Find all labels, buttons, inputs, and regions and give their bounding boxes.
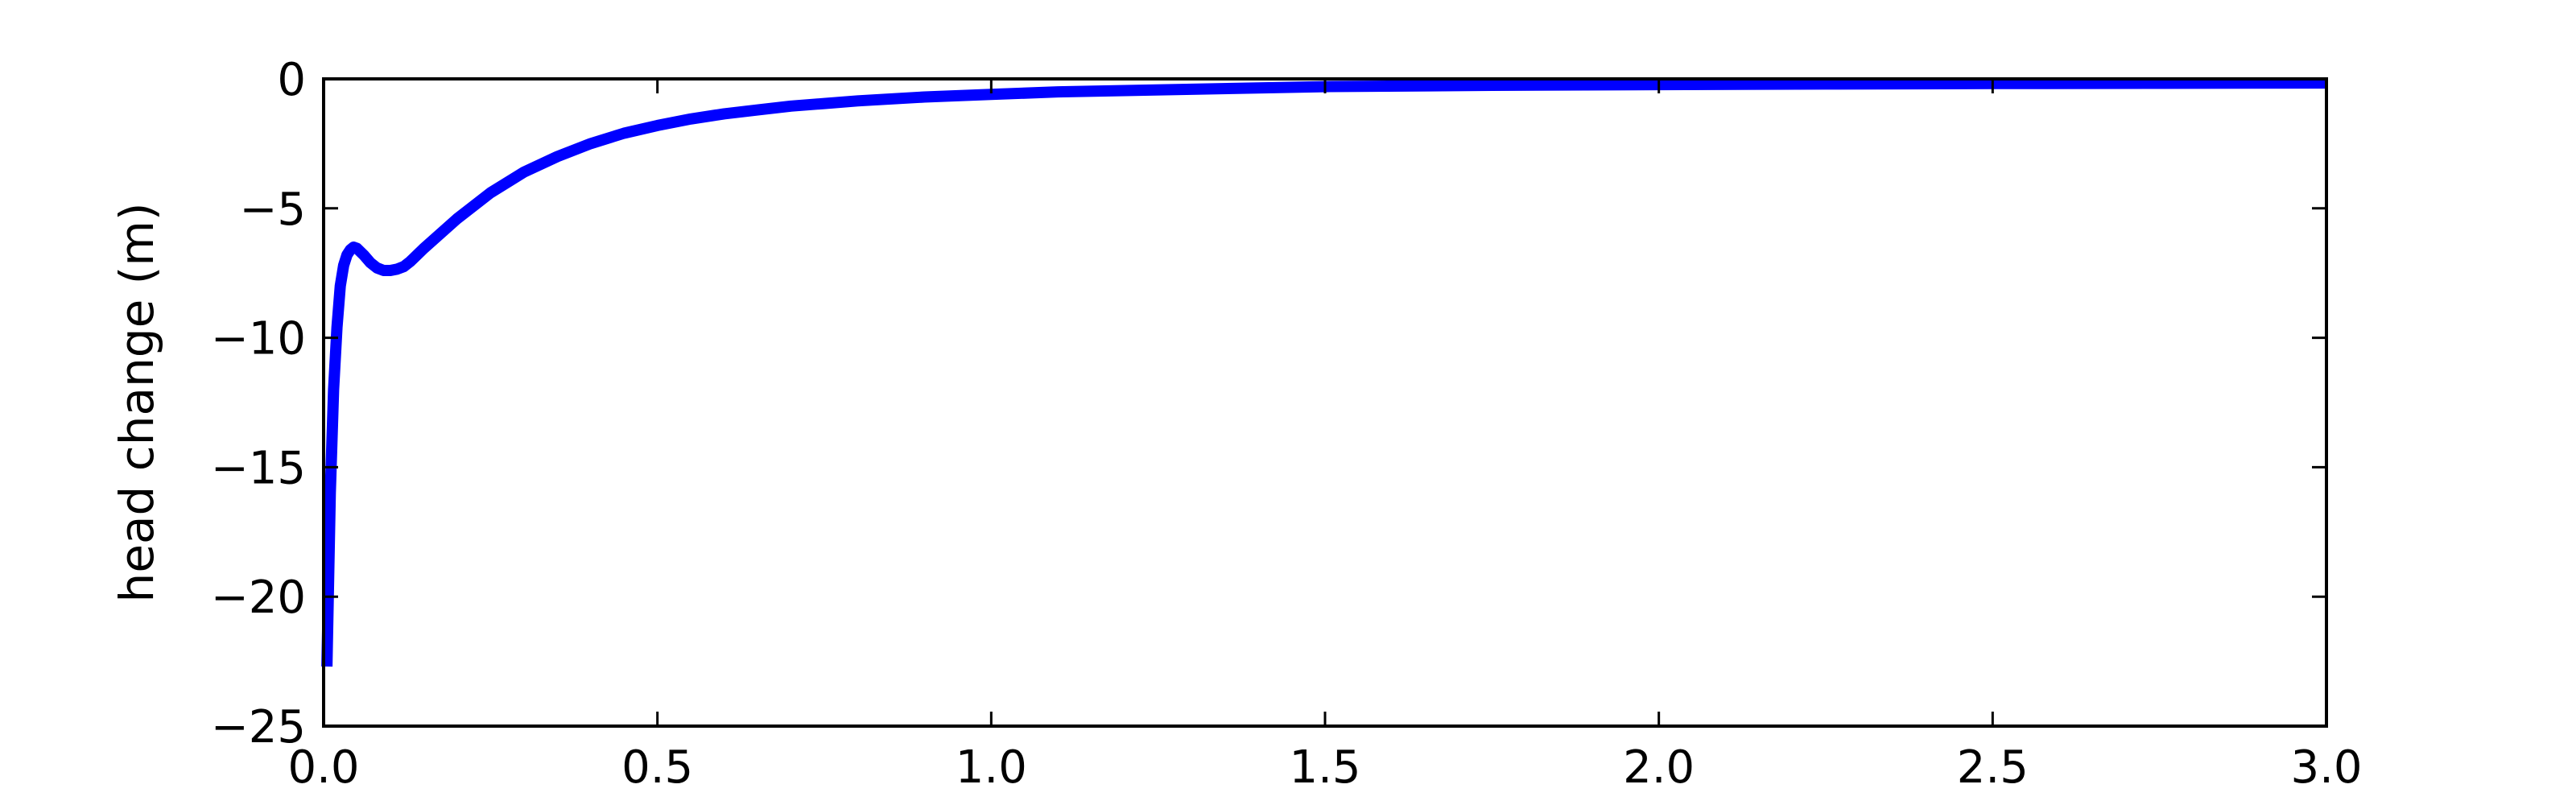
x-tick-label: 2.5	[1957, 741, 2029, 794]
y-tick-label: −20	[211, 572, 306, 624]
series-layer	[321, 77, 2327, 667]
y-tick-label: −5	[239, 184, 306, 236]
x-tick-label: 0.0	[287, 741, 359, 794]
x-tick-label: 1.5	[1289, 741, 1360, 794]
x-tick-labels: 0.0 0.5 1.0 1.5 2.0 2.5 3.0	[287, 741, 2362, 794]
y-tick-label: 0	[277, 54, 306, 106]
x-tick-label: 3.0	[2290, 741, 2362, 794]
x-tick-label: 1.0	[956, 741, 1027, 794]
y-tick-label: −15	[211, 442, 306, 494]
y-tick-label: −25	[211, 701, 306, 753]
x-tick-label: 0.5	[621, 741, 693, 794]
series-line-0	[321, 77, 2327, 667]
axes-frame	[322, 77, 2328, 728]
x-tick-label: 2.0	[1623, 741, 1695, 794]
y-axis-label: head change (m)	[109, 203, 164, 603]
y-tick-label: −10	[211, 313, 306, 365]
y-tick-labels: 0 −5 −10 −15 −20 −25	[211, 54, 306, 753]
